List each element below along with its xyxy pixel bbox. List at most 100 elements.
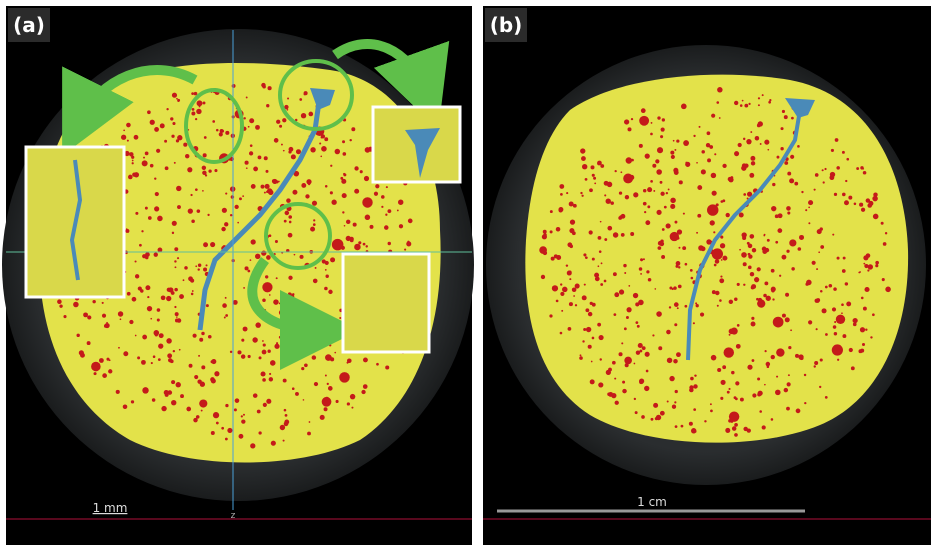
pore	[188, 276, 193, 281]
pore	[552, 285, 558, 291]
pore	[841, 303, 844, 306]
pore	[740, 104, 743, 107]
pore	[268, 86, 272, 90]
pore	[597, 162, 600, 165]
pore	[243, 414, 245, 416]
pore	[590, 379, 595, 384]
pore	[262, 378, 266, 382]
pore	[363, 357, 368, 362]
pore	[325, 269, 327, 271]
pore	[339, 317, 341, 319]
pore	[295, 310, 297, 312]
pore	[736, 344, 741, 349]
pore	[569, 302, 573, 306]
pore	[235, 205, 239, 209]
pore	[262, 340, 264, 342]
pore	[720, 397, 723, 400]
pore	[674, 401, 676, 403]
pore	[729, 300, 733, 304]
pore	[749, 173, 754, 178]
pore	[683, 213, 685, 215]
pore	[284, 220, 287, 223]
pore	[237, 350, 241, 354]
pore	[176, 316, 178, 318]
pore	[336, 400, 339, 403]
pore	[321, 146, 327, 152]
pore	[153, 355, 156, 358]
pore	[385, 365, 389, 369]
pore	[622, 389, 627, 394]
pore	[296, 313, 300, 317]
pore	[135, 212, 138, 215]
pore	[330, 257, 335, 262]
pore	[656, 415, 661, 420]
pore	[757, 377, 760, 380]
pore	[129, 152, 133, 156]
pore	[139, 244, 142, 247]
pore	[863, 255, 868, 260]
pore	[690, 377, 694, 381]
pore	[709, 145, 713, 149]
pore	[262, 298, 266, 302]
pore	[764, 281, 768, 285]
pore	[681, 104, 687, 110]
pore	[620, 171, 622, 173]
pore	[757, 267, 761, 271]
pore	[309, 343, 311, 345]
pore	[193, 334, 197, 338]
pore	[272, 179, 276, 183]
pore	[707, 204, 718, 215]
pore	[799, 235, 804, 240]
pore	[599, 250, 602, 253]
pore	[589, 188, 593, 192]
pore	[370, 225, 374, 229]
pore	[670, 151, 674, 155]
pore	[266, 104, 269, 107]
pore	[246, 167, 248, 169]
pore	[776, 376, 778, 378]
pore	[211, 359, 216, 364]
pore	[157, 308, 161, 312]
pore	[822, 308, 827, 313]
pore	[269, 377, 273, 381]
pore	[330, 191, 333, 194]
pore	[791, 117, 794, 120]
pore	[231, 195, 235, 199]
pore	[127, 292, 131, 296]
pore	[191, 112, 195, 116]
pore	[800, 356, 804, 360]
pore	[882, 278, 885, 281]
pore	[767, 149, 769, 151]
pore	[742, 232, 747, 237]
pore	[199, 399, 207, 407]
pore	[381, 195, 385, 199]
pore	[631, 118, 633, 120]
pore	[120, 318, 122, 320]
pore	[867, 269, 869, 271]
pore	[376, 363, 379, 366]
pore	[147, 306, 152, 311]
pore	[658, 346, 662, 350]
pore	[748, 266, 752, 270]
pore	[205, 174, 207, 176]
pore	[263, 343, 266, 346]
pore	[284, 420, 289, 425]
pore	[789, 178, 794, 183]
pore	[154, 127, 159, 132]
pore	[837, 359, 839, 361]
pore	[102, 373, 107, 378]
pore	[624, 357, 632, 365]
pore	[248, 126, 250, 128]
pore	[91, 362, 101, 372]
pore	[758, 97, 760, 99]
pore	[264, 192, 266, 194]
pore	[281, 144, 283, 146]
pore	[872, 313, 875, 316]
pore	[748, 103, 750, 105]
pore	[819, 386, 821, 388]
pore	[845, 180, 847, 182]
pore	[694, 374, 696, 376]
pore	[174, 288, 178, 292]
pore	[584, 284, 586, 286]
pore	[561, 310, 563, 312]
